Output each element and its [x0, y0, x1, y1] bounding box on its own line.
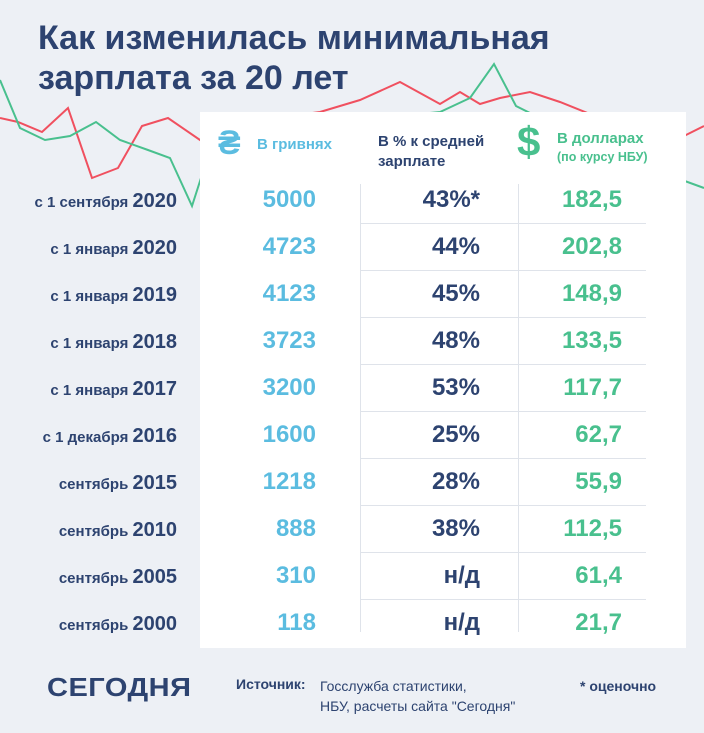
row-label-year: 2018: [132, 331, 178, 353]
cell-usd: 21,7: [575, 609, 622, 636]
title-line-2: зарплата за 20 лет: [38, 59, 349, 97]
cell-usd: 62,7: [575, 421, 622, 448]
cell-uah: 3723: [262, 327, 316, 354]
cell-uah: 1600: [262, 421, 316, 448]
row-separator: [360, 364, 646, 365]
row-label-year: 2005: [132, 566, 178, 588]
row-label-year: 2010: [132, 519, 178, 541]
cell-pct: 48%: [431, 327, 480, 354]
row-separator: [360, 223, 646, 224]
row-label-year: 2020: [132, 237, 178, 259]
row-label-prefix: сентябрь: [58, 617, 129, 634]
table-card: ₴ В гривнях В % к средней зарплате $ В д…: [200, 112, 686, 648]
cell-usd: 117,7: [563, 374, 622, 401]
row-label-year: 2020: [132, 190, 178, 212]
row-label-year: 2000: [132, 613, 178, 635]
cell-pct: 28%: [431, 468, 480, 495]
cell-uah: 1218: [262, 468, 316, 495]
row-label: сентябрь 2005: [0, 566, 177, 589]
cell-pct: н/д: [443, 562, 480, 589]
cell-pct: 38%: [431, 515, 480, 542]
source-line-1: Госслужба статистики,: [320, 678, 467, 694]
cell-usd: 182,5: [561, 186, 622, 213]
cell-pct: 43%*: [422, 186, 480, 213]
row-label-year: 2016: [132, 425, 178, 447]
row-separator: [360, 599, 646, 600]
row-label-prefix: с 1 января: [50, 288, 129, 305]
row-label: с 1 января 2017: [0, 378, 177, 401]
cell-pct: 45%: [431, 280, 480, 307]
cell-uah: 888: [275, 515, 316, 542]
row-label-prefix: с 1 декабря: [42, 429, 129, 446]
estimate-note: * оценочно: [580, 678, 657, 694]
cell-uah: 4123: [262, 280, 316, 307]
source-text: Госслужба статистики, НБУ, расчеты сайта…: [320, 676, 515, 716]
row-label-prefix: с 1 января: [50, 335, 129, 352]
column-header-usd-label: В долларах: [557, 130, 644, 147]
row-separator: [360, 505, 646, 506]
row-label-prefix: сентябрь: [58, 523, 129, 540]
segodnya-logo: СЕГОДНЯ: [47, 673, 192, 703]
row-label-year: 2019: [132, 284, 178, 306]
column-header-usd-sub: (по курсу НБУ): [557, 150, 648, 164]
cell-usd: 61,4: [575, 562, 622, 589]
source-label: Источник:: [236, 676, 306, 692]
cell-pct: н/д: [443, 609, 480, 636]
row-label-prefix: с 1 января: [50, 382, 129, 399]
row-label-prefix: с 1 января: [50, 241, 129, 258]
column-header-usd: В долларах (по курсу НБУ): [557, 130, 648, 166]
row-label-prefix: сентябрь: [58, 476, 129, 493]
row-label: с 1 января 2020: [0, 237, 177, 260]
cell-usd: 133,5: [561, 327, 622, 354]
background-line-red: [0, 80, 704, 180]
cell-uah: 4723: [262, 233, 316, 260]
row-label-prefix: сентябрь: [58, 570, 129, 587]
row-label: сентябрь 2000: [0, 613, 177, 636]
column-header-pct: В % к средней зарплате: [378, 133, 485, 170]
row-label-prefix: с 1 сентября: [34, 194, 129, 211]
row-label: с 1 января 2018: [0, 331, 177, 354]
row-separator: [360, 552, 646, 553]
row-label: сентябрь 2010: [0, 519, 177, 542]
cell-pct: 53%: [431, 374, 480, 401]
row-label: с 1 декабря 2016: [0, 425, 177, 448]
row-separator: [360, 458, 646, 459]
hryvnia-icon: ₴: [218, 124, 241, 162]
column-divider-2: [518, 184, 519, 632]
cell-pct: 25%: [431, 421, 480, 448]
dollar-icon: $: [517, 118, 541, 165]
row-separator: [360, 317, 646, 318]
cell-uah: 3200: [262, 374, 316, 401]
cell-usd: 202,8: [561, 233, 622, 260]
cell-pct: 44%: [431, 233, 480, 260]
row-separator: [360, 411, 646, 412]
column-header-uah: В гривнях: [257, 136, 333, 153]
cell-uah: 310: [275, 562, 316, 589]
cell-usd: 55,9: [575, 468, 622, 495]
cell-uah: 5000: [262, 186, 316, 213]
cell-uah: 118: [277, 609, 316, 636]
row-label: с 1 января 2019: [0, 284, 177, 307]
cell-usd: 148,9: [561, 280, 622, 307]
row-label: сентябрь 2015: [0, 472, 177, 495]
column-divider-1: [360, 184, 361, 632]
cell-usd: 112,5: [563, 515, 622, 542]
row-separator: [360, 270, 646, 271]
source-line-2: НБУ, расчеты сайта "Сегодня": [320, 698, 516, 714]
row-label-year: 2017: [132, 378, 178, 400]
row-label: с 1 сентября 2020: [0, 190, 177, 213]
page-title: Как изменилась минимальная зарплата за 2…: [38, 18, 550, 98]
row-label-year: 2015: [132, 472, 178, 494]
title-line-1: Как изменилась минимальная: [38, 19, 550, 57]
